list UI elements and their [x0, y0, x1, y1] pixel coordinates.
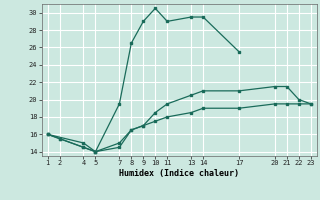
X-axis label: Humidex (Indice chaleur): Humidex (Indice chaleur): [119, 169, 239, 178]
